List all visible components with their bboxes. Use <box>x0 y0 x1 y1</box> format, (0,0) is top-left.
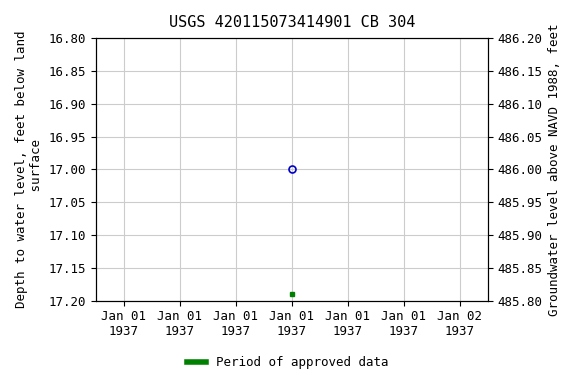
Legend: Period of approved data: Period of approved data <box>183 351 393 374</box>
Y-axis label: Groundwater level above NAVD 1988, feet: Groundwater level above NAVD 1988, feet <box>548 23 561 316</box>
Title: USGS 420115073414901 CB 304: USGS 420115073414901 CB 304 <box>169 15 415 30</box>
Y-axis label: Depth to water level, feet below land
 surface: Depth to water level, feet below land su… <box>15 31 43 308</box>
